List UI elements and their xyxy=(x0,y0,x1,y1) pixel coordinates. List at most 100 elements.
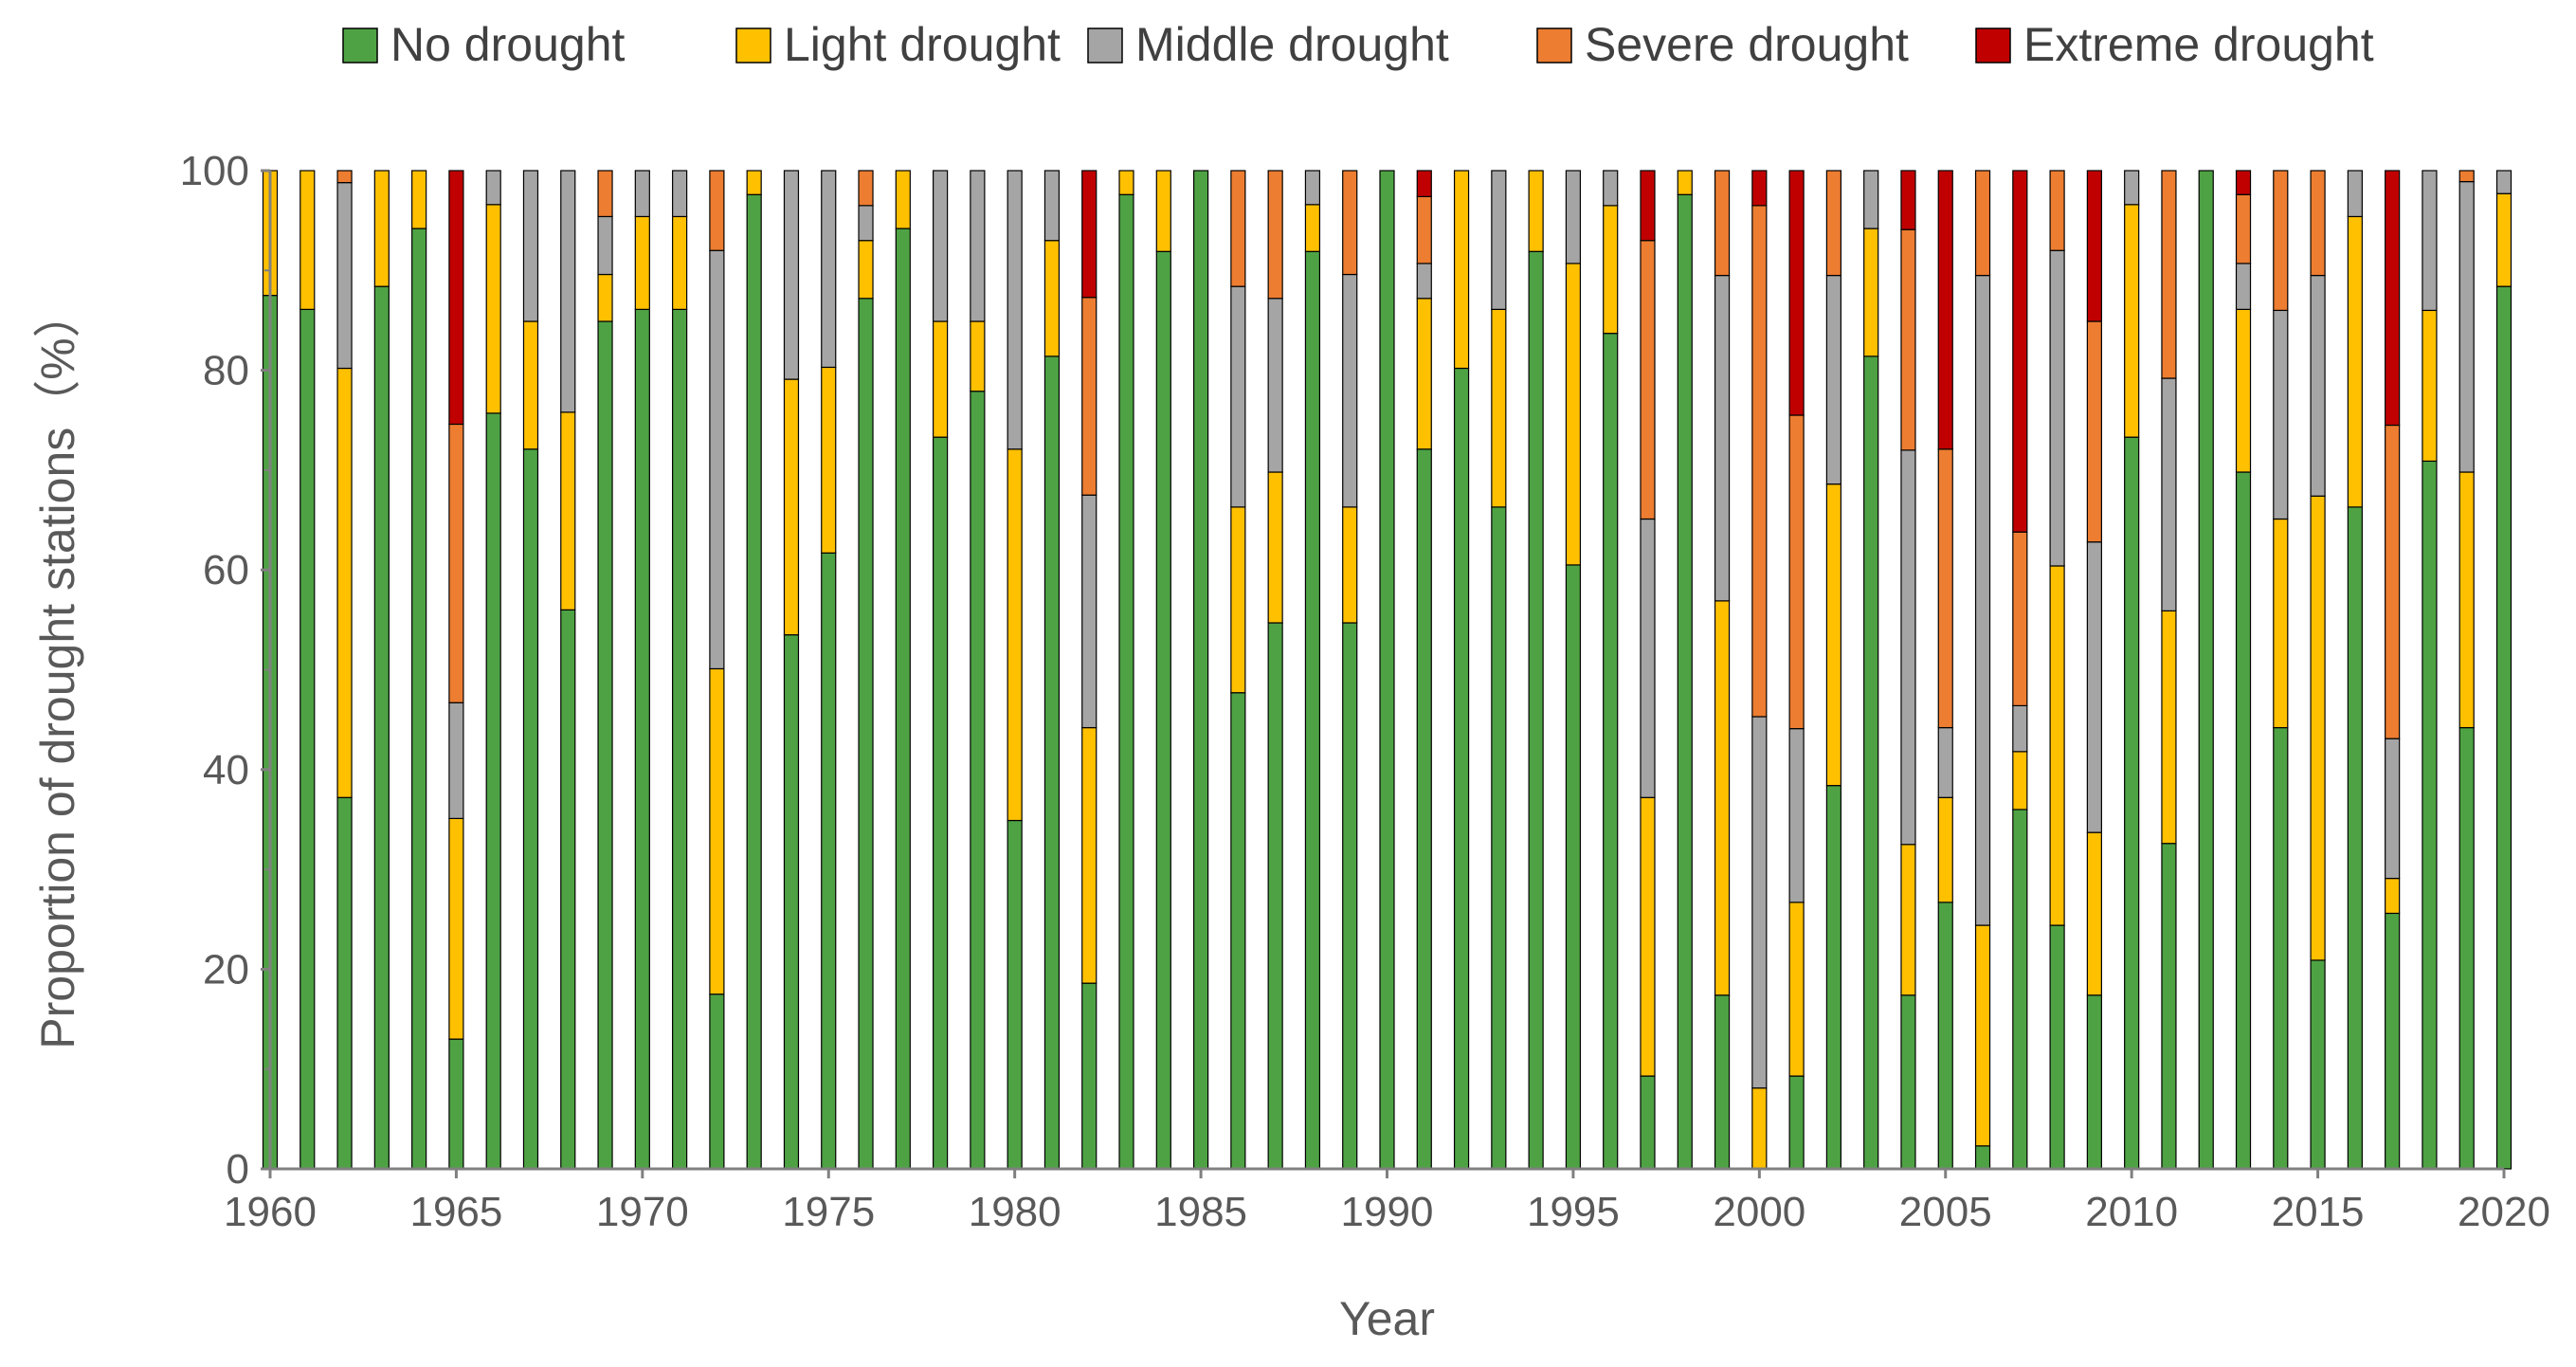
bar-segment-no-drought xyxy=(1491,506,1507,1170)
bar-segment-middle-drought xyxy=(1342,273,1358,508)
bar-segment-middle-drought xyxy=(2273,309,2289,520)
bar-segment-no-drought xyxy=(1603,333,1619,1170)
bar-segment-no-drought xyxy=(1937,902,1953,1170)
x-tick-label: 1965 xyxy=(409,1189,502,1235)
bar-segment-light-drought xyxy=(2458,471,2475,729)
bar-segment-light-drought xyxy=(1081,726,1098,984)
bar-segment-middle-drought xyxy=(634,170,650,218)
bar-segment-middle-drought xyxy=(522,170,539,322)
bar-segment-light-drought xyxy=(1416,298,1432,450)
bar-segment-no-drought xyxy=(1230,692,1246,1170)
bar-segment-light-drought xyxy=(1267,471,1283,624)
bar-segment-light-drought xyxy=(1118,170,1134,195)
bar-segment-no-drought xyxy=(1640,1075,1656,1170)
bar-segment-severe-drought xyxy=(2273,170,2289,312)
bar-segment-severe-drought xyxy=(2235,193,2252,264)
bar-segment-severe-drought xyxy=(1788,414,1805,730)
bar-segment-no-drought xyxy=(2347,506,2363,1170)
bar-segment-light-drought xyxy=(2049,565,2065,926)
legend-swatch xyxy=(1975,27,2011,64)
legend-item-middle-drought: Middle drought xyxy=(1087,18,1449,71)
bar-segment-no-drought xyxy=(1007,819,1023,1170)
bar-segment-no-drought xyxy=(895,228,911,1170)
bar-segment-no-drought xyxy=(1900,994,1916,1170)
bar-segment-middle-drought xyxy=(597,215,613,276)
bar-segment-no-drought xyxy=(2422,460,2438,1170)
bar-segment-severe-drought xyxy=(1230,170,1246,287)
y-tick-label: 40 xyxy=(203,747,249,793)
bar-segment-middle-drought xyxy=(970,170,986,322)
legend-label: Severe drought xyxy=(1585,18,1909,71)
legend-item-extreme-drought: Extreme drought xyxy=(1975,18,2374,71)
bar-segment-no-drought xyxy=(2273,726,2289,1170)
bar-segment-light-drought xyxy=(1640,796,1656,1077)
bar-segment-extreme-drought xyxy=(1937,170,1953,450)
bar-segment-no-drought xyxy=(1863,355,1879,1170)
bar-segment-light-drought xyxy=(522,320,539,450)
bar-segment-extreme-drought xyxy=(1416,170,1432,197)
bar-segment-middle-drought xyxy=(485,170,501,206)
bar-segment-middle-drought xyxy=(1565,170,1582,264)
bar-segment-no-drought xyxy=(709,993,725,1170)
bar-segment-no-drought xyxy=(1416,448,1432,1170)
bar-segment-middle-drought xyxy=(1304,170,1321,206)
bar-segment-light-drought xyxy=(1937,796,1953,903)
bar-segment-middle-drought xyxy=(2422,170,2438,312)
y-tick-label: 60 xyxy=(203,547,249,593)
bar-segment-middle-drought xyxy=(932,170,949,322)
bar-segment-light-drought xyxy=(1491,308,1507,508)
bar-segment-no-drought xyxy=(1342,622,1358,1170)
y-tick-labels: 0 20 40 60 80 100 xyxy=(180,148,270,1193)
bar-segment-no-drought xyxy=(522,448,539,1170)
bar-segment-no-drought xyxy=(1043,355,1061,1170)
legend-label: No drought xyxy=(390,18,625,71)
bar-segment-light-drought xyxy=(411,170,427,229)
x-tick-label: 1990 xyxy=(1341,1189,1434,1235)
bar-segment-light-drought xyxy=(1603,205,1619,335)
bar-segment-light-drought xyxy=(672,215,688,310)
bar-segment-light-drought xyxy=(485,204,501,414)
bar-segment-no-drought xyxy=(1304,250,1321,1170)
x-tick-label: 1970 xyxy=(596,1189,689,1235)
bar-segment-light-drought xyxy=(2124,204,2140,438)
bar-segment-no-drought xyxy=(373,285,390,1170)
bar-segment-light-drought xyxy=(1528,170,1544,252)
bar-segment-light-drought xyxy=(858,240,874,300)
legend-swatch xyxy=(1087,27,1123,64)
bar-segment-light-drought xyxy=(373,170,390,287)
bar-segment-middle-drought xyxy=(1491,170,1507,310)
bar-segment-no-drought xyxy=(2049,924,2065,1170)
bar-segment-no-drought xyxy=(783,634,800,1170)
bar-segment-light-drought xyxy=(2347,215,2363,508)
bars-layer xyxy=(262,170,2513,1170)
bar-segment-light-drought xyxy=(2385,877,2401,915)
bar-segment-severe-drought xyxy=(2310,170,2326,277)
bar-segment-middle-drought xyxy=(2161,377,2177,611)
bar-segment-light-drought xyxy=(2012,751,2028,811)
bar-segment-middle-drought xyxy=(1974,274,1991,926)
bar-segment-no-drought xyxy=(746,193,762,1170)
bar-segment-middle-drought xyxy=(1937,726,1953,798)
bar-segment-severe-drought xyxy=(336,170,353,184)
bar-segment-severe-drought xyxy=(2385,424,2401,739)
bar-segment-light-drought xyxy=(1788,902,1805,1077)
bar-segment-no-drought xyxy=(2124,436,2140,1170)
bar-segment-light-drought xyxy=(448,817,464,1040)
bar-segment-light-drought xyxy=(1714,600,1731,996)
x-tick-label: 1980 xyxy=(969,1189,1061,1235)
bar-segment-severe-drought xyxy=(448,423,464,703)
bar-segment-light-drought xyxy=(336,367,353,798)
legend-item-no-drought: No drought xyxy=(342,18,625,71)
bar-segment-light-drought xyxy=(1565,263,1582,566)
bar-segment-light-drought xyxy=(1304,204,1321,252)
bar-segment-severe-drought xyxy=(1714,170,1731,277)
y-axis-title: Proportion of drought stations（%） xyxy=(31,290,84,1048)
bar-segment-middle-drought xyxy=(2124,170,2140,206)
bar-segment-middle-drought xyxy=(448,702,464,819)
bar-segment-middle-drought xyxy=(1640,518,1656,798)
bar-segment-middle-drought xyxy=(672,170,688,218)
bar-segment-no-drought xyxy=(560,609,576,1170)
bar-segment-light-drought xyxy=(560,411,576,611)
bar-segment-severe-drought xyxy=(2086,320,2102,543)
